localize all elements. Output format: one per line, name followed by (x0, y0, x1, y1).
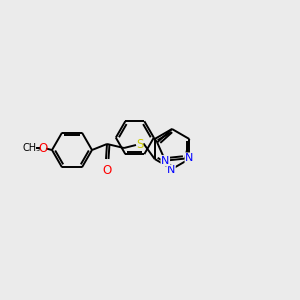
Text: CH₃: CH₃ (23, 143, 41, 153)
Text: O: O (102, 164, 112, 177)
Text: O: O (38, 142, 48, 154)
Text: N: N (185, 153, 194, 163)
Text: N: N (161, 156, 170, 166)
Text: S: S (136, 137, 144, 151)
Text: N: N (167, 165, 175, 175)
